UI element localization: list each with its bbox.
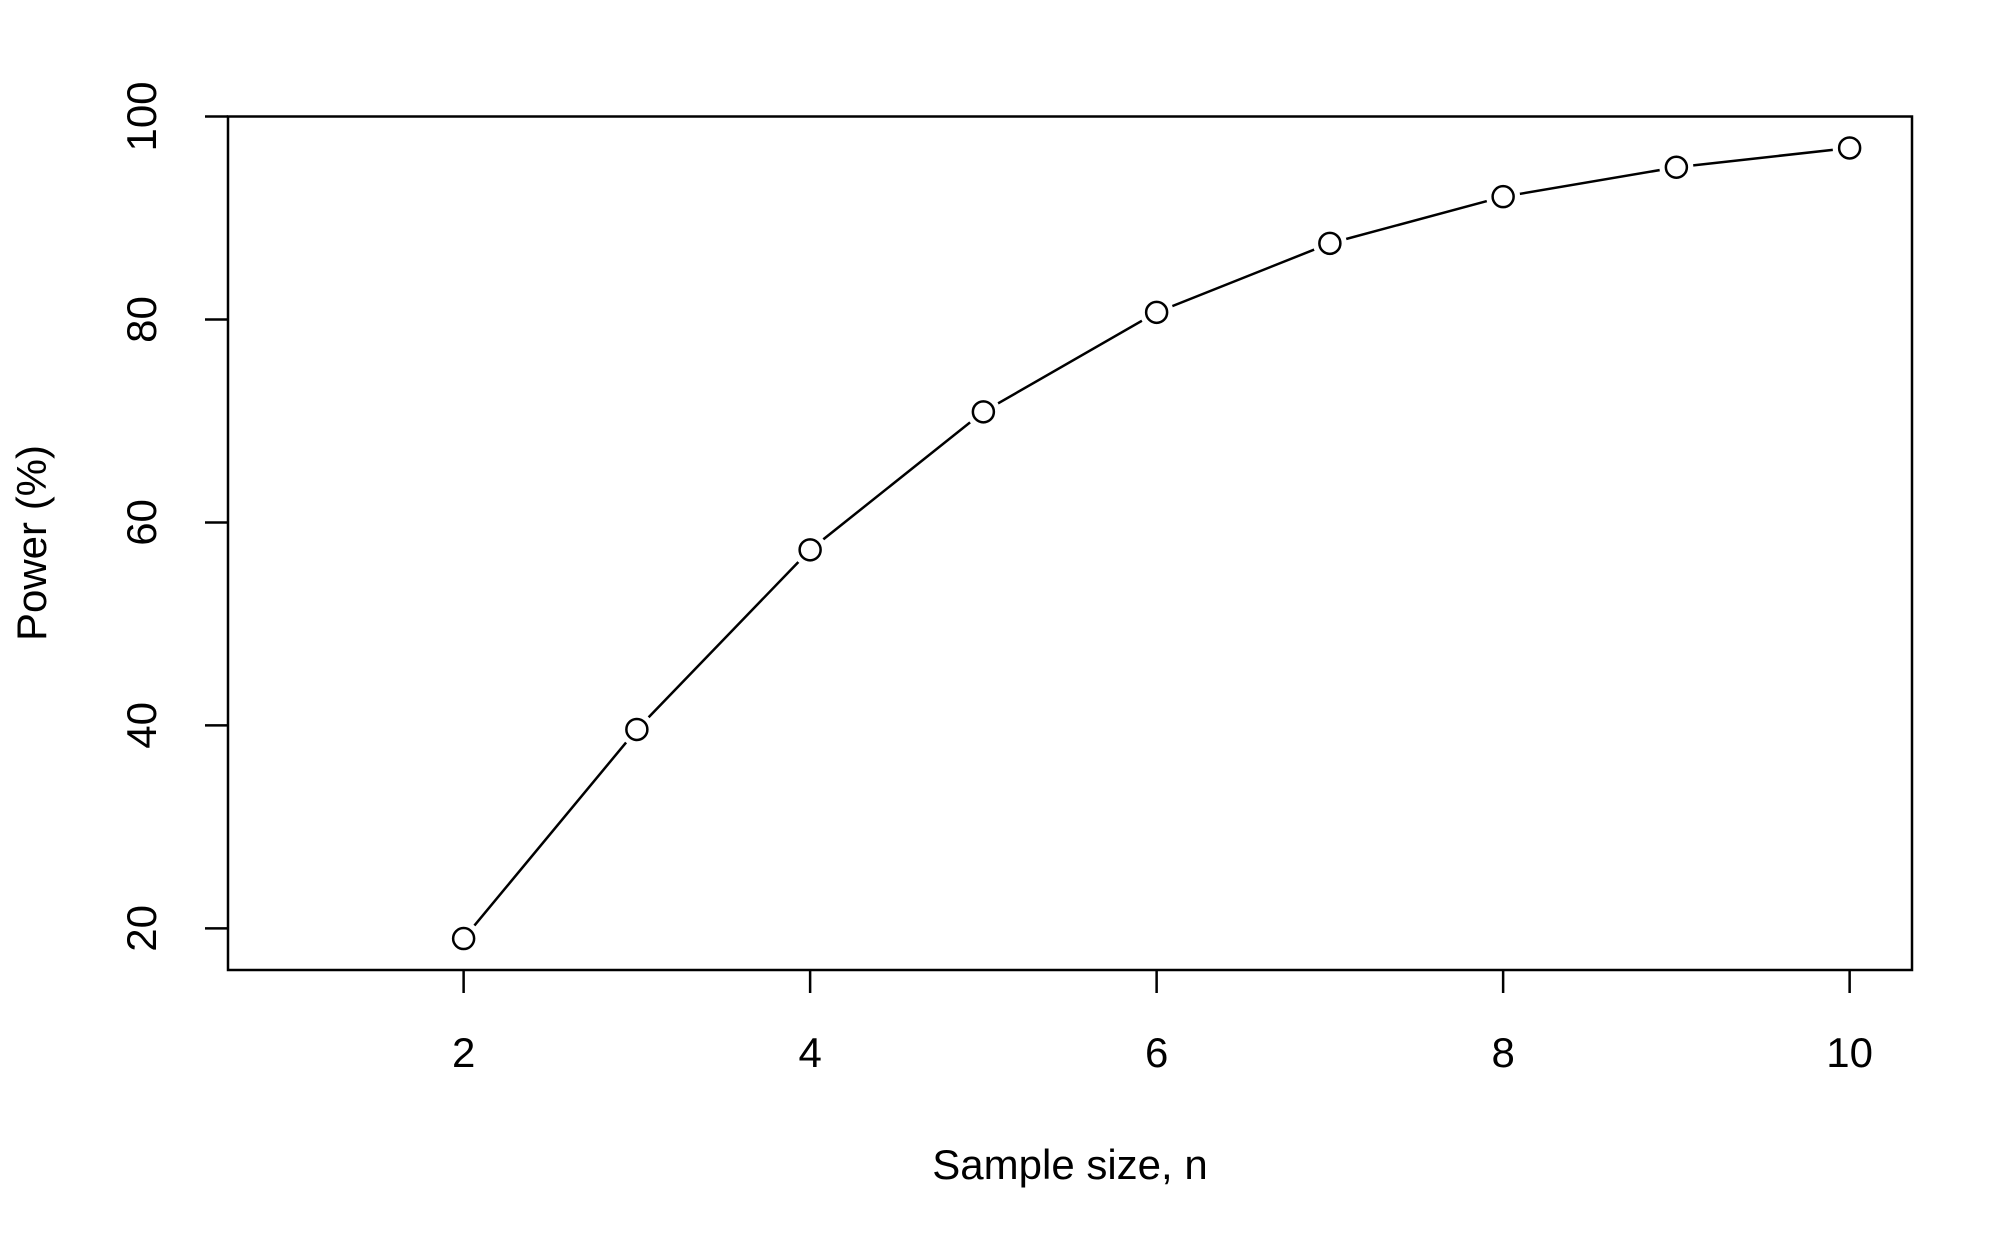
x-tick-label: 8: [1491, 1029, 1514, 1076]
data-point: [1144, 300, 1169, 325]
data-point: [1837, 136, 1862, 160]
y-tick-label: 60: [118, 499, 165, 546]
y-axis-label: Power (%): [8, 445, 55, 641]
x-axis-label: Sample size, n: [932, 1141, 1207, 1188]
x-tick-label: 2: [452, 1029, 475, 1076]
data-point: [1318, 231, 1342, 256]
x-tick-label: 10: [1826, 1029, 1873, 1076]
data-point: [798, 538, 822, 562]
x-tick-label: 6: [1145, 1029, 1168, 1076]
y-tick-label: 40: [118, 702, 165, 749]
plot-frame: [226, 115, 1914, 972]
x-tick-label: 4: [798, 1029, 821, 1076]
y-tick-label: 100: [118, 81, 165, 151]
data-point: [1664, 155, 1689, 179]
data-point: [971, 400, 996, 424]
data-point: [1491, 184, 1515, 209]
y-tick-label: 80: [118, 296, 165, 343]
data-point: [625, 717, 649, 742]
y-tick-label: 20: [118, 905, 165, 952]
data-point: [451, 926, 476, 951]
